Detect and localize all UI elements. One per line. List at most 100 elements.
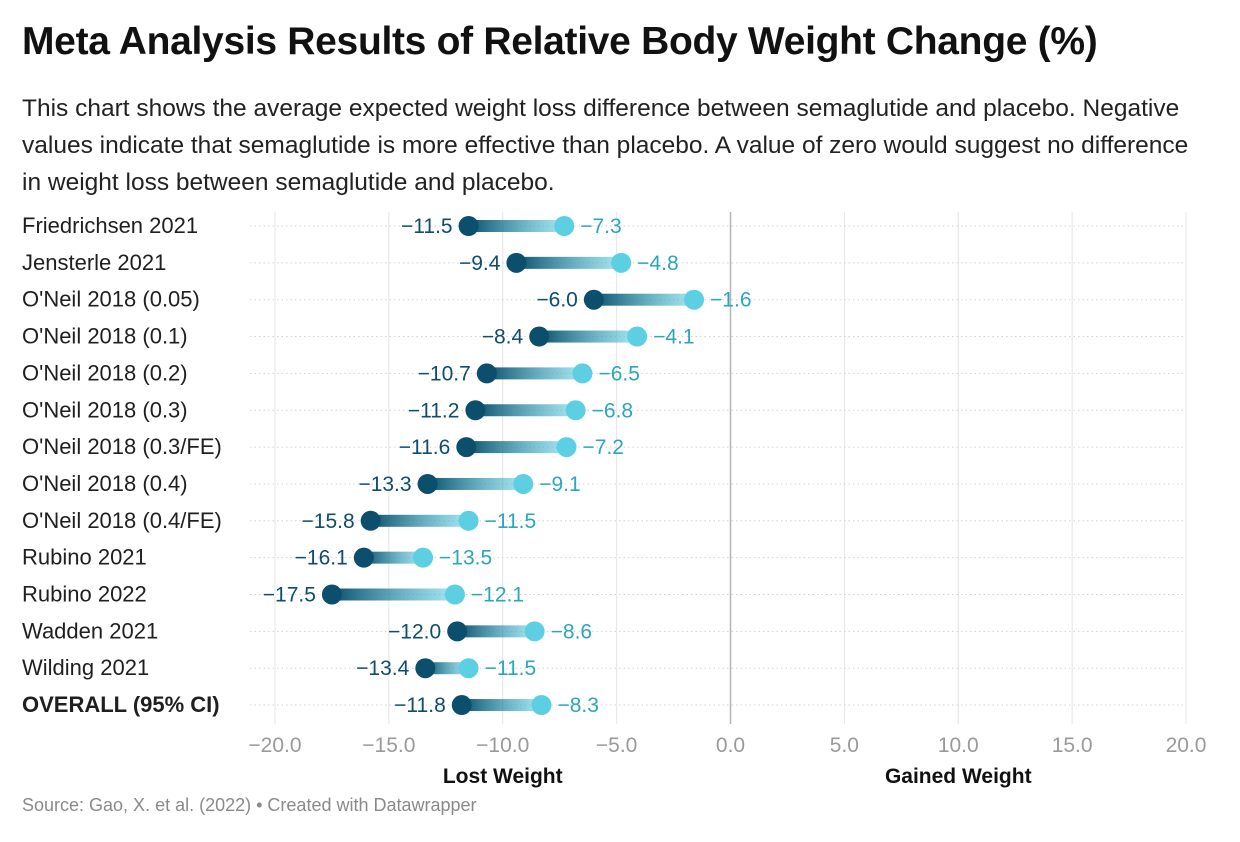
row-label: OVERALL (95% CI): [22, 692, 220, 717]
value-labels: −11.5 −7.3 −9.4 −4.8 −6.0 −1.6 −8.4 −4.1 −10.7 −6…: [263, 215, 752, 717]
row-label: Rubino 2022: [22, 582, 147, 607]
semaglutide-value-label: −12.0: [388, 620, 441, 643]
semaglutide-dot: [529, 326, 550, 347]
x-tick-label: 20.0: [1166, 734, 1207, 757]
semaglutide-value-label: −13.4: [356, 657, 409, 680]
semaglutide-value-label: −16.1: [295, 547, 348, 570]
range-bar: [363, 551, 424, 564]
placebo-dot: [684, 289, 705, 310]
placebo-value-label: −11.5: [485, 657, 537, 680]
range-bar: [331, 588, 455, 601]
semaglutide-value-label: −10.7: [418, 362, 471, 385]
range-bar: [516, 256, 622, 269]
chart-title: Meta Analysis Results of Relative Body W…: [22, 20, 1098, 63]
range-bar: [427, 477, 524, 490]
placebo-dot: [458, 510, 479, 531]
x-tick-label: 5.0: [830, 734, 859, 757]
x-axis: −20.0 −15.0 −10.0 −5.0 0.0 5.0 10.0 15.0 20.0 Los…: [248, 734, 1206, 788]
x-tick-label: −10.0: [476, 734, 529, 757]
axis-caption: Lost Weight: [443, 765, 563, 788]
semaglutide-value-label: −11.6: [399, 436, 451, 459]
semaglutide-dot: [417, 473, 438, 494]
placebo-value-label: −4.8: [637, 252, 678, 275]
placebo-dot: [524, 621, 545, 642]
placebo-dot: [513, 473, 534, 494]
range-bar: [425, 662, 469, 675]
range-bar: [457, 625, 535, 638]
x-tick-label: −15.0: [362, 734, 415, 757]
range-dots: [321, 216, 705, 716]
x-tick-label: 10.0: [938, 734, 979, 757]
row-label: O'Neil 2018 (0.3/FE): [22, 434, 222, 459]
semaglutide-dot: [447, 621, 468, 642]
chart-subtitle: This chart shows the average expected we…: [22, 95, 1189, 196]
semaglutide-value-label: −9.4: [459, 252, 501, 275]
grid-layer: [250, 212, 1187, 724]
semaglutide-dot: [458, 216, 479, 236]
semaglutide-value-label: −11.2: [408, 399, 460, 422]
placebo-value-label: −7.3: [580, 215, 621, 238]
row-label: O'Neil 2018 (0.4/FE): [22, 508, 222, 533]
x-tick-label: −5.0: [596, 734, 637, 757]
placebo-value-label: −7.2: [583, 436, 624, 459]
semaglutide-value-label: −13.3: [358, 473, 411, 496]
semaglutide-dot: [360, 510, 381, 531]
x-tick-label: −20.0: [248, 734, 301, 757]
semaglutide-dot: [456, 437, 477, 458]
placebo-dot: [565, 400, 586, 421]
placebo-value-label: −13.5: [439, 547, 492, 570]
placebo-dot: [627, 326, 648, 347]
semaglutide-value-label: −17.5: [263, 584, 316, 607]
range-bar: [593, 293, 695, 306]
semaglutide-dot: [506, 252, 527, 273]
range-bars: [331, 220, 695, 712]
semaglutide-value-label: −8.4: [482, 326, 524, 349]
range-bar: [466, 441, 567, 454]
row-label: Wilding 2021: [22, 655, 149, 680]
semaglutide-dot: [321, 584, 342, 605]
range-bar: [475, 404, 576, 417]
x-tick-label: 15.0: [1052, 734, 1093, 757]
row-label: Wadden 2021: [22, 618, 158, 643]
row-labels: Friedrichsen 2021 Jensterle 2021 O'Neil 20…: [22, 213, 222, 717]
semaglutide-value-label: −15.8: [302, 510, 355, 533]
semaglutide-value-label: −6.0: [536, 289, 577, 312]
placebo-dot: [458, 658, 479, 679]
placebo-value-label: −8.6: [551, 620, 592, 643]
row-label: O'Neil 2018 (0.3): [22, 397, 188, 422]
semaglutide-value-label: −11.5: [401, 215, 453, 238]
placebo-dot: [611, 252, 632, 273]
placebo-dot: [444, 584, 465, 605]
placebo-value-label: −6.5: [598, 362, 639, 385]
semaglutide-dot: [465, 400, 486, 421]
placebo-value-label: −12.1: [471, 584, 524, 607]
placebo-dot: [531, 695, 552, 716]
semaglutide-dot: [476, 363, 497, 384]
placebo-value-label: −4.1: [653, 326, 694, 349]
row-label: O'Neil 2018 (0.1): [22, 324, 188, 349]
placebo-dot: [413, 547, 434, 568]
placebo-value-label: −9.1: [539, 473, 580, 496]
row-label: O'Neil 2018 (0.2): [22, 360, 188, 385]
semaglutide-dot: [583, 289, 604, 310]
placebo-value-label: −8.3: [557, 694, 598, 717]
range-bar: [461, 699, 542, 712]
row-label: O'Neil 2018 (0.05): [22, 287, 200, 312]
placebo-dot: [556, 437, 577, 458]
chart-source: Source: Gao, X. et al. (2022) • Created …: [22, 795, 477, 815]
semaglutide-dot: [353, 547, 374, 568]
semaglutide-dot: [451, 695, 472, 716]
placebo-value-label: −1.6: [710, 289, 751, 312]
placebo-value-label: −11.5: [485, 510, 537, 533]
range-bar: [370, 514, 469, 527]
placebo-dot: [572, 363, 593, 384]
semaglutide-dot: [415, 658, 436, 679]
row-label: O'Neil 2018 (0.4): [22, 471, 188, 496]
row-label: Rubino 2021: [22, 545, 147, 570]
range-bar: [468, 220, 565, 232]
range-bar: [539, 330, 638, 343]
row-label: Friedrichsen 2021: [22, 213, 198, 238]
semaglutide-value-label: −11.8: [394, 694, 446, 717]
row-label: Jensterle 2021: [22, 250, 166, 275]
